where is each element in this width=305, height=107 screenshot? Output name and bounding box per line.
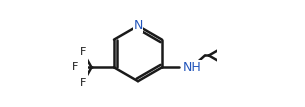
Text: N: N: [133, 19, 143, 32]
Text: F: F: [80, 47, 86, 57]
Text: NH: NH: [182, 61, 201, 74]
Text: F: F: [80, 78, 86, 88]
Text: F: F: [72, 62, 78, 72]
